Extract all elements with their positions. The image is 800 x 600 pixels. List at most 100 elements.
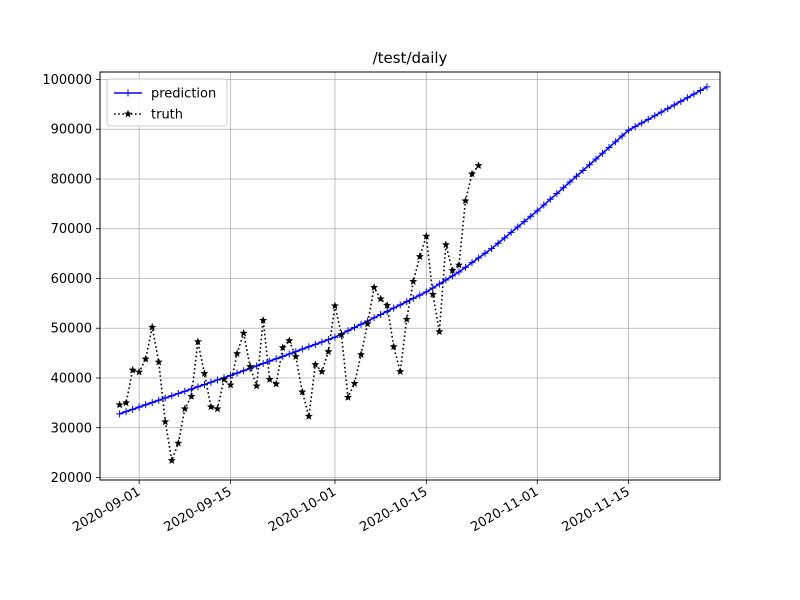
prediction-point xyxy=(233,369,241,377)
y-tick-label: 100000 xyxy=(42,73,92,88)
prediction-point xyxy=(605,143,613,151)
truth-point xyxy=(259,316,268,324)
prediction-point xyxy=(683,94,691,102)
prediction-point xyxy=(253,362,261,370)
series-layer xyxy=(115,83,711,464)
prediction-point xyxy=(481,249,489,257)
y-tick-label: 20000 xyxy=(51,471,92,486)
truth-point xyxy=(213,404,222,413)
prediction-point xyxy=(677,97,685,105)
truth-point xyxy=(311,360,320,368)
prediction-point xyxy=(122,408,130,416)
prediction-point xyxy=(194,383,202,391)
prediction-point xyxy=(311,340,319,348)
y-tick-label: 90000 xyxy=(51,123,92,138)
legend-marker-truth xyxy=(124,109,132,118)
truth-point xyxy=(324,347,333,356)
prediction-point xyxy=(442,276,450,284)
prediction-point xyxy=(566,178,574,186)
truth-point xyxy=(220,375,228,383)
truth-point xyxy=(200,369,209,377)
prediction-point xyxy=(553,190,561,198)
prediction-point xyxy=(657,108,665,116)
truth-point xyxy=(370,283,379,291)
prediction-point xyxy=(468,259,476,267)
prediction-point xyxy=(696,87,704,95)
prediction-point xyxy=(651,112,659,120)
legend: prediction truth xyxy=(106,78,228,127)
prediction-point xyxy=(625,126,633,134)
prediction-point xyxy=(664,105,672,113)
truth-point xyxy=(154,357,163,366)
truth-point xyxy=(409,277,418,285)
prediction-point xyxy=(461,263,469,271)
series-prediction xyxy=(116,83,711,418)
truth-point xyxy=(298,387,307,396)
plot-frame xyxy=(99,71,721,481)
prediction-point xyxy=(298,345,306,353)
legend-box xyxy=(106,78,228,127)
truth-point xyxy=(161,417,170,426)
truth-point xyxy=(122,398,131,407)
prediction-point xyxy=(285,350,293,358)
prediction-point xyxy=(494,239,502,247)
truth-point xyxy=(422,232,431,240)
x-tick-label: 2020-11-01 xyxy=(468,484,541,535)
truth-point xyxy=(141,354,150,363)
legend-marker-prediction xyxy=(124,89,132,97)
prediction-point xyxy=(370,314,378,322)
prediction-point xyxy=(227,372,235,380)
truth-point xyxy=(304,412,313,420)
prediction-point xyxy=(272,355,280,363)
prediction-point xyxy=(488,245,496,253)
prediction-point xyxy=(507,228,515,236)
prediction-point xyxy=(181,387,189,395)
truth-point xyxy=(448,266,457,274)
prediction-point xyxy=(599,149,607,157)
truth-point xyxy=(226,380,235,389)
prediction-point xyxy=(266,357,274,365)
prediction-point xyxy=(168,392,176,400)
truth-point xyxy=(246,362,255,370)
prediction-point xyxy=(501,234,509,242)
prediction-point xyxy=(344,327,352,335)
prediction-point xyxy=(592,155,600,163)
prediction-point xyxy=(396,301,404,309)
prediction-point xyxy=(161,394,169,402)
prediction-point xyxy=(148,399,156,407)
truth-point xyxy=(376,294,385,303)
prediction-point xyxy=(155,396,163,404)
truth-point xyxy=(435,327,444,336)
prediction-point xyxy=(612,138,620,146)
truth-point xyxy=(468,169,476,178)
prediction-point xyxy=(533,207,541,215)
legend-label-truth: truth xyxy=(151,108,183,123)
truth-point xyxy=(291,352,300,360)
prediction-point xyxy=(207,378,215,386)
x-tick-label: 2020-09-01 xyxy=(70,484,143,535)
x-tick-label: 2020-09-15 xyxy=(162,484,235,535)
chart-title: /test/daily xyxy=(373,49,448,67)
y-tick-label: 40000 xyxy=(51,372,92,387)
legend-label-prediction: prediction xyxy=(151,87,216,102)
legend-entry-prediction: prediction xyxy=(114,87,216,102)
x-tick-label: 2020-11-15 xyxy=(560,484,633,535)
truth-point xyxy=(383,301,392,309)
truth-point xyxy=(187,392,196,400)
truth-point xyxy=(167,456,176,464)
prediction-point xyxy=(631,123,639,131)
y-tick-label: 80000 xyxy=(51,172,92,187)
prediction-point xyxy=(403,298,411,306)
prediction-point xyxy=(540,201,548,209)
prediction-point xyxy=(142,401,150,409)
truth-point xyxy=(428,290,437,298)
truth-point xyxy=(350,379,359,387)
truth-point xyxy=(389,342,398,351)
truth-point xyxy=(278,343,287,352)
truth-point xyxy=(252,381,261,390)
y-tick-label: 30000 xyxy=(51,421,92,436)
prediction-point xyxy=(279,352,287,360)
legend-entry-truth: truth xyxy=(114,108,183,123)
truth-point xyxy=(317,367,326,375)
